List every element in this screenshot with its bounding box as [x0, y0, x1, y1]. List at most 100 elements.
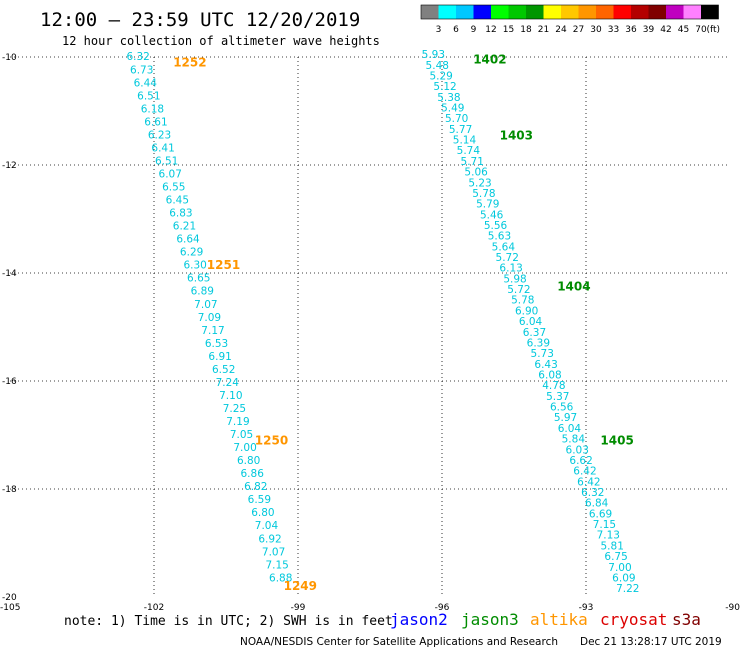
swh-value-label: 6.73 [130, 64, 153, 76]
legend-entry: jason2 [390, 610, 448, 629]
color-scale-swatch [701, 5, 719, 19]
data-marks: 6.326.736.446.516.186.616.236.416.516.07… [126, 49, 639, 595]
swh-value-label: 6.52 [212, 364, 235, 376]
color-scale-swatch [421, 5, 439, 19]
swh-value-label: 7.04 [255, 520, 279, 532]
y-tick-label: -14 [2, 269, 17, 279]
x-tick-label: -96 [435, 603, 450, 613]
swh-value-label: 6.69 [589, 508, 612, 520]
x-tick-label: -99 [291, 603, 306, 613]
pass-time-label: 1404 [557, 280, 590, 294]
color-scale-swatch [631, 5, 649, 19]
swh-value-label: 6.39 [527, 337, 550, 349]
color-scale-label: 39 [643, 25, 655, 35]
swh-value-label: 6.44 [134, 77, 158, 89]
color-scale: 3 6 9 12 15 18 21 24 27 30 33 36 39 42 45 70 [420, 4, 719, 35]
swh-value-label: 6.51 [137, 90, 160, 102]
color-scale-label: 3 [436, 25, 442, 35]
chart-subtitle: 12 hour collection of altimeter wave hei… [62, 34, 380, 48]
y-tick-label: -16 [2, 377, 17, 387]
swh-value-label: 6.84 [585, 498, 609, 510]
y-tick-label: -18 [2, 485, 17, 495]
swh-value-label: 6.88 [269, 572, 292, 584]
color-scale-swatch [456, 5, 474, 19]
swh-value-label: 6.04 [558, 423, 582, 435]
pass-time-label: 1251 [207, 258, 240, 272]
swh-value-label: 6.42 [573, 466, 596, 478]
y-tick-label: -10 [2, 53, 17, 63]
swh-value-label: 6.92 [258, 533, 281, 545]
swh-value-label: 6.18 [141, 103, 164, 115]
color-scale-label: 18 [520, 25, 532, 35]
pass-time-label: 1402 [473, 53, 506, 67]
swh-value-label: 6.13 [499, 263, 522, 275]
swh-value-label: 6.64 [176, 234, 200, 246]
swh-value-label: 5.70 [445, 113, 468, 125]
color-scale-swatch [561, 5, 579, 19]
footer-timestamp: Dec 21 13:28:17 UTC 2019 [580, 636, 722, 648]
swh-value-label: 5.71 [461, 156, 484, 168]
swh-value-label: 7.15 [593, 519, 616, 531]
swh-value-label: 7.15 [265, 559, 288, 571]
swh-value-label: 5.64 [492, 241, 516, 253]
legend: jason2 jason3 altika cryosat s3a [390, 610, 701, 629]
color-scale-swatch [683, 5, 701, 19]
swh-value-label: 7.00 [233, 442, 256, 454]
swh-value-label: 7.17 [201, 325, 224, 337]
color-scale-label: 36 [625, 25, 637, 35]
swh-value-label: 5.46 [480, 209, 504, 221]
swh-value-label: 5.29 [429, 70, 452, 82]
x-tick-label: -93 [579, 603, 594, 613]
color-scale-label: 70 [695, 25, 707, 35]
swh-value-label: 5.97 [554, 412, 577, 424]
swh-value-label: 7.25 [223, 403, 246, 415]
swh-value-label: 5.49 [441, 102, 464, 114]
pass-time-label: 1405 [600, 433, 633, 447]
swh-value-label: 6.03 [566, 444, 589, 456]
swh-value-label: 7.22 [616, 583, 639, 595]
swh-value-label: 6.23 [148, 129, 171, 141]
x-tick-label: -90 [725, 603, 740, 613]
swh-value-label: 7.07 [194, 299, 217, 311]
swh-value-label: 6.07 [159, 168, 182, 180]
color-scale-swatch [526, 5, 544, 19]
swh-value-label: 5.79 [476, 199, 499, 211]
color-scale-swatch [666, 5, 684, 19]
color-scale-swatch [508, 5, 526, 19]
legend-entry: s3a [672, 610, 701, 629]
swh-value-label: 6.56 [550, 402, 574, 414]
swh-value-label: 6.80 [251, 507, 274, 519]
color-scale-label: 24 [555, 25, 567, 35]
swh-value-label: 6.29 [180, 247, 203, 259]
color-scale-swatch [596, 5, 614, 19]
color-scale-label: 15 [503, 25, 514, 35]
swh-value-label: 5.93 [422, 49, 445, 61]
swh-value-label: 6.37 [523, 327, 546, 339]
axis-ticks: -10 -12 -14 -16 -18 -20-105 -102 -99 -96 -93 -90 [0, 53, 740, 613]
color-scale-swatch [438, 5, 456, 19]
grid [10, 56, 730, 597]
swh-value-label: 6.41 [151, 142, 174, 154]
swh-value-label: 6.61 [144, 116, 167, 128]
swh-value-label: 5.73 [531, 348, 554, 360]
swh-value-label: 5.06 [464, 167, 488, 179]
swh-value-label: 5.38 [437, 92, 460, 104]
color-scale-swatch [648, 5, 666, 19]
swh-value-label: 7.07 [262, 546, 285, 558]
pass-time-label: 1249 [284, 579, 317, 593]
swh-value-label: 5.81 [601, 540, 624, 552]
pass-time-label: 1403 [500, 128, 533, 142]
swh-value-label: 6.21 [173, 221, 196, 233]
swh-value-label: 6.80 [237, 455, 260, 467]
swh-value-label: 6.53 [205, 338, 228, 350]
color-scale-label: 27 [573, 25, 584, 35]
swh-value-label: 6.32 [581, 487, 604, 499]
swh-value-label: 5.74 [457, 145, 481, 157]
color-scale-unit: (ft) [707, 25, 721, 35]
color-scale-swatch [491, 5, 509, 19]
swh-value-label: 5.98 [503, 273, 526, 285]
y-tick-label: -20 [2, 593, 17, 603]
color-scale-swatch [543, 5, 561, 19]
legend-entry: altika [530, 610, 588, 629]
color-scale-label: 33 [608, 25, 619, 35]
